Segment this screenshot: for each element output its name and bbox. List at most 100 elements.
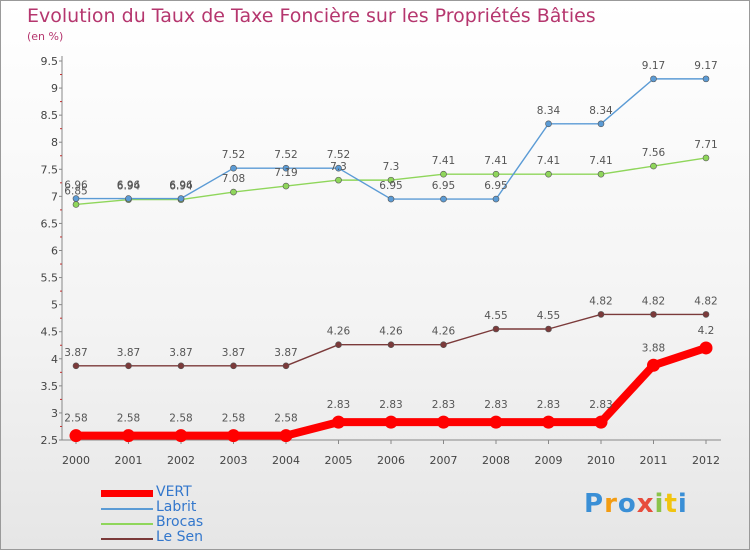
data-label: 2.83 (589, 399, 612, 411)
data-label: 6.96 (169, 180, 193, 192)
data-point (542, 415, 555, 429)
data-point (597, 311, 605, 318)
x-tick-label: 2009 (535, 454, 563, 467)
data-point (702, 75, 710, 83)
logo-letter: t (664, 489, 678, 519)
data-label: 7.52 (274, 149, 297, 161)
data-point (230, 164, 237, 172)
data-point (702, 311, 710, 318)
data-label: 3.88 (642, 342, 665, 354)
x-tick-label: 2008 (482, 454, 510, 467)
logo-letter: i (654, 489, 665, 519)
data-point (492, 170, 500, 178)
logo-letter: r (604, 489, 618, 519)
data-label: 6.96 (64, 180, 88, 192)
data-point (489, 415, 503, 429)
data-label: 7.52 (327, 149, 350, 161)
proxiti-logo: Proxiti (584, 489, 688, 519)
data-point (440, 341, 447, 349)
data-point (597, 120, 605, 128)
data-point (387, 341, 395, 349)
data-point (72, 201, 80, 208)
data-label: 7.41 (432, 155, 455, 167)
x-tick-label: 2012 (692, 454, 720, 467)
data-label: 6.95 (379, 180, 402, 192)
y-tick-label: 6.5 (41, 217, 59, 230)
data-label: 2.58 (222, 413, 245, 425)
x-tick-label: 2001 (115, 454, 143, 467)
legend-label: Brocas (156, 514, 204, 530)
data-label: 8.34 (537, 105, 561, 117)
y-tick-label: 8 (51, 136, 58, 149)
x-tick-label: 2000 (62, 454, 90, 467)
data-point (597, 170, 605, 178)
logo-letter: o (617, 489, 637, 519)
data-point (227, 429, 240, 443)
data-label: 7.3 (330, 161, 347, 173)
data-label: 7.41 (484, 155, 507, 167)
x-tick-label: 2002 (167, 454, 195, 467)
data-label: 8.34 (589, 105, 613, 117)
y-tick-label: 6 (51, 245, 58, 258)
legend-swatch (101, 538, 153, 540)
data-label: 4.26 (327, 326, 351, 338)
data-label: 7.19 (274, 167, 297, 179)
y-tick-label: 5.5 (41, 272, 59, 285)
y-tick-label: 4 (51, 353, 58, 366)
data-point (72, 362, 80, 370)
data-point (279, 429, 293, 443)
y-tick-label: 9 (51, 82, 58, 95)
chart-unit: (en %) (27, 30, 64, 43)
data-point (440, 195, 447, 203)
data-label: 6.85 (64, 185, 87, 197)
data-point (122, 429, 135, 443)
legend-label: VERT (156, 484, 192, 500)
data-label: 4.26 (379, 326, 403, 338)
data-label: 7.41 (589, 155, 612, 167)
data-point (387, 195, 395, 203)
data-point (384, 415, 398, 429)
data-point (492, 325, 500, 333)
x-tick-label: 2007 (430, 454, 458, 467)
data-label: 4.55 (537, 310, 560, 322)
data-point (492, 195, 500, 203)
data-point (282, 362, 290, 370)
x-tick-label: 2006 (377, 454, 405, 467)
data-label: 7.41 (537, 155, 560, 167)
data-point (335, 176, 342, 184)
data-label: 3.87 (117, 347, 140, 359)
logo-letter: x (636, 489, 655, 519)
data-point (335, 164, 342, 172)
chart-title: Evolution du Taux de Taxe Foncière sur l… (27, 5, 596, 27)
data-label: 6.95 (432, 180, 455, 192)
y-tick-label: 7.5 (41, 163, 59, 176)
legend-label: Labrit (156, 499, 197, 515)
data-label: 2.83 (484, 399, 507, 411)
data-label: 3.87 (222, 347, 245, 359)
data-label: 2.58 (169, 413, 192, 425)
data-point (647, 358, 660, 372)
y-tick-label: 5 (51, 299, 58, 312)
data-label: 9.17 (694, 60, 717, 72)
data-label: 2.83 (537, 399, 560, 411)
x-tick-label: 2010 (587, 454, 615, 467)
data-label: 3.87 (64, 347, 87, 359)
x-tick-label: 2004 (272, 454, 300, 467)
data-point (230, 362, 237, 370)
data-point (125, 195, 132, 202)
y-tick-label: 3.5 (41, 380, 59, 393)
data-label: 2.83 (379, 399, 402, 411)
data-label: 7.08 (222, 173, 245, 185)
data-point (282, 164, 290, 172)
data-point (177, 195, 185, 202)
data-label: 9.17 (642, 60, 665, 72)
data-point (282, 182, 290, 190)
data-point (437, 415, 450, 429)
data-label: 2.58 (64, 413, 87, 425)
data-label: 6.94 (169, 181, 193, 193)
x-tick-label: 2005 (325, 454, 353, 467)
y-tick-label: 7 (51, 190, 58, 203)
data-label: 2.58 (117, 413, 140, 425)
